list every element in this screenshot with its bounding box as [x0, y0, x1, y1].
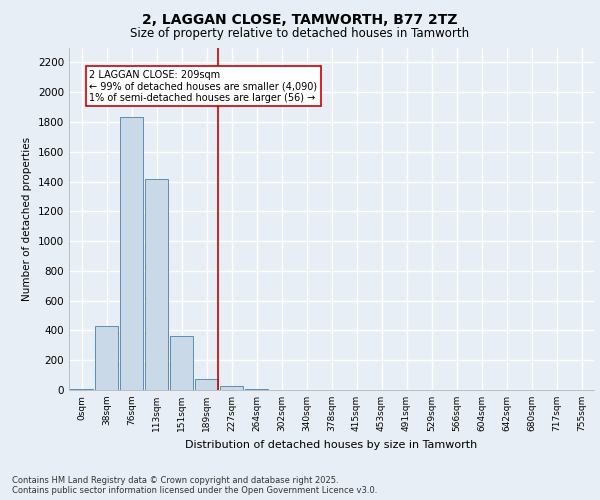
Bar [170, 336, 193, 390]
Bar [220, 386, 244, 390]
Bar [194, 379, 218, 390]
X-axis label: Distribution of detached houses by size in Tamworth: Distribution of detached houses by size … [185, 440, 478, 450]
Bar [119, 118, 143, 390]
Bar [145, 178, 169, 390]
Text: Size of property relative to detached houses in Tamworth: Size of property relative to detached ho… [130, 28, 470, 40]
Text: 2, LAGGAN CLOSE, TAMWORTH, B77 2TZ: 2, LAGGAN CLOSE, TAMWORTH, B77 2TZ [142, 12, 458, 26]
Y-axis label: Number of detached properties: Number of detached properties [22, 136, 32, 301]
Text: Contains HM Land Registry data © Crown copyright and database right 2025.
Contai: Contains HM Land Registry data © Crown c… [12, 476, 377, 495]
Text: 2 LAGGAN CLOSE: 209sqm
← 99% of detached houses are smaller (4,090)
1% of semi-d: 2 LAGGAN CLOSE: 209sqm ← 99% of detached… [89, 70, 317, 103]
Bar [95, 326, 118, 390]
